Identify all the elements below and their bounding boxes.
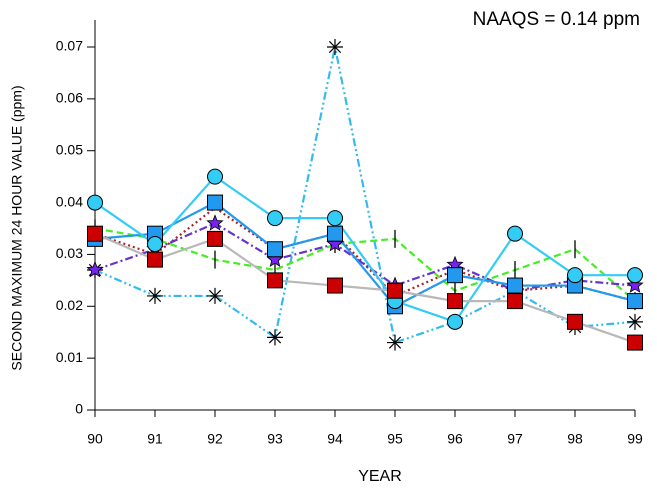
point	[267, 241, 283, 258]
point	[447, 267, 463, 284]
point	[267, 329, 283, 346]
point	[627, 334, 643, 351]
series-line	[94, 175, 635, 324]
point	[86, 260, 104, 278]
y-axis-label: SECOND MAXIMUM 24 HOUR VALUE (ppm)	[9, 85, 25, 370]
point	[207, 287, 223, 304]
x-tick-label: 97	[507, 431, 523, 447]
y-tick-label: 0.05	[56, 141, 83, 157]
y-tick-label: 0	[75, 401, 83, 417]
point	[387, 334, 403, 351]
point	[387, 282, 403, 299]
y-tick-label: 0.01	[56, 349, 83, 365]
x-tick-label: 98	[567, 431, 583, 447]
x-tick-label: 91	[147, 431, 163, 447]
point	[626, 276, 644, 293]
point	[147, 236, 163, 253]
series-line	[94, 46, 636, 345]
point	[207, 194, 223, 211]
point	[327, 210, 343, 227]
point	[207, 168, 223, 185]
x-tick-label: 99	[627, 431, 643, 447]
point	[627, 293, 643, 310]
point	[507, 293, 523, 310]
point	[507, 277, 523, 294]
point	[447, 313, 463, 330]
point	[147, 251, 163, 268]
point	[507, 225, 523, 242]
point	[567, 313, 583, 330]
y-tick-label: 0.03	[56, 245, 83, 261]
point	[327, 39, 343, 55]
x-tick-label: 90	[87, 431, 103, 447]
point	[147, 287, 163, 304]
point	[327, 225, 343, 242]
y-tick-label: 0.02	[56, 297, 83, 313]
x-tick-label: 95	[387, 431, 403, 447]
point	[267, 272, 283, 289]
x-tick-label: 93	[267, 431, 283, 447]
point	[87, 225, 103, 242]
point	[447, 293, 463, 310]
series-line	[94, 232, 636, 344]
point	[327, 277, 343, 294]
chart-title: NAAQS = 0.14 ppm	[473, 9, 640, 30]
y-tick-label: 0.04	[56, 193, 83, 209]
point	[206, 214, 224, 231]
point	[627, 313, 643, 330]
x-tick-label: 96	[447, 431, 463, 447]
series-line	[94, 222, 636, 292]
x-axis-label: YEAR	[358, 468, 402, 485]
x-tick-label: 94	[327, 431, 343, 447]
point	[87, 194, 103, 211]
y-tick-label: 0.06	[56, 90, 83, 106]
point	[567, 267, 583, 284]
x-tick-label: 92	[207, 431, 223, 447]
point	[267, 210, 283, 227]
point	[207, 230, 223, 247]
series-line	[94, 206, 636, 303]
series-line	[94, 201, 636, 308]
point	[627, 267, 643, 284]
y-tick-label: 0.07	[56, 38, 83, 54]
